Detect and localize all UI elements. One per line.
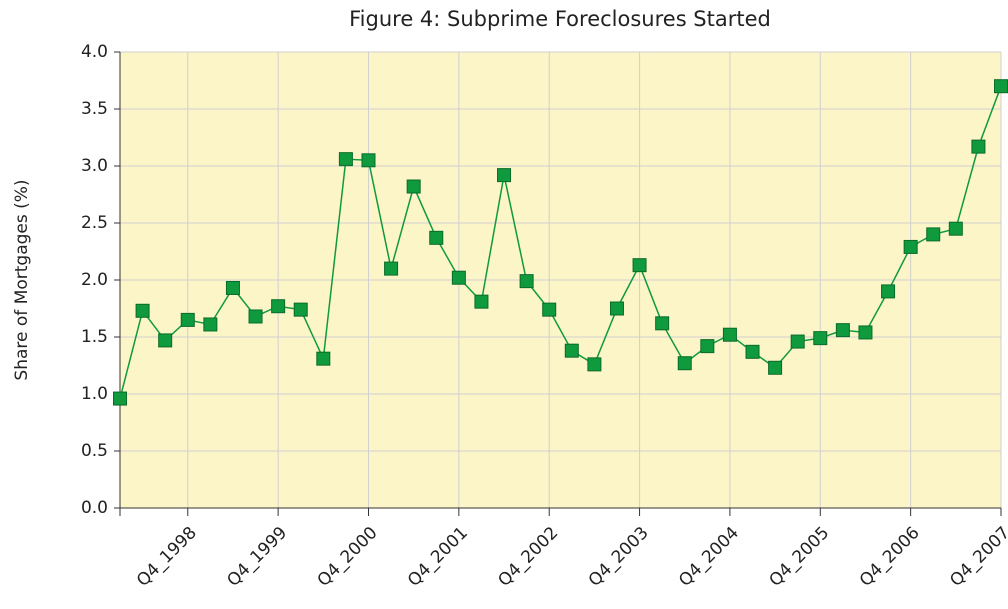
x-tick-label: Q4_2007 [946, 523, 1008, 591]
x-tick-label: Q4_2002 [494, 523, 562, 591]
marker [361, 153, 376, 168]
x-tick-label: Q4_2004 [675, 523, 743, 591]
chart-title: Figure 4: Subprime Foreclosures Started [349, 7, 771, 31]
x-tick-label: Q4_2005 [765, 523, 833, 591]
marker [903, 239, 918, 254]
y-tick-label: 3.0 [81, 156, 108, 176]
marker [180, 312, 195, 327]
marker [406, 179, 421, 194]
x-tick-label: Q4_1999 [223, 523, 291, 591]
marker [316, 351, 331, 366]
y-tick-label: 1.0 [81, 384, 108, 404]
y-axis-label: Share of Mortgages (%) [12, 179, 32, 380]
marker [881, 284, 896, 299]
marker [384, 261, 399, 276]
series-line [119, 85, 1002, 399]
y-tick-label: 2.0 [81, 270, 108, 290]
y-tick-label: 2.5 [81, 213, 108, 233]
marker [271, 299, 286, 314]
marker [338, 152, 353, 167]
marker [994, 79, 1008, 94]
marker [632, 258, 647, 273]
marker [971, 139, 986, 154]
marker [948, 221, 963, 236]
x-tick-label: Q4_2006 [856, 523, 924, 591]
y-tick-label: 3.5 [81, 99, 108, 119]
marker [655, 316, 670, 331]
x-tick-label: Q4_1998 [133, 523, 201, 591]
marker [429, 230, 444, 245]
marker [700, 339, 715, 354]
x-tick-label: Q4_2003 [585, 523, 653, 591]
marker [768, 360, 783, 375]
marker [135, 303, 150, 318]
marker [248, 309, 263, 324]
marker [677, 356, 692, 371]
x-tick-label: Q4_2001 [404, 523, 472, 591]
marker [474, 294, 489, 309]
marker [858, 325, 873, 340]
marker [451, 270, 466, 285]
marker [722, 327, 737, 342]
marker [225, 280, 240, 295]
x-tick-label: Q4_2000 [314, 523, 382, 591]
marker [609, 301, 624, 316]
marker [542, 302, 557, 317]
marker [790, 334, 805, 349]
marker [564, 343, 579, 358]
marker [745, 344, 760, 359]
marker [926, 227, 941, 242]
marker [203, 317, 218, 332]
marker [587, 357, 602, 372]
marker [158, 333, 173, 348]
marker [835, 323, 850, 338]
marker [293, 302, 308, 317]
y-tick-label: 4.0 [81, 42, 108, 62]
marker [813, 331, 828, 346]
y-tick-label: 0.0 [81, 498, 108, 518]
marker [113, 391, 127, 406]
y-tick-label: 1.5 [81, 327, 108, 347]
y-tick-label: 0.5 [81, 441, 108, 461]
marker [519, 274, 534, 289]
marker [497, 168, 512, 183]
